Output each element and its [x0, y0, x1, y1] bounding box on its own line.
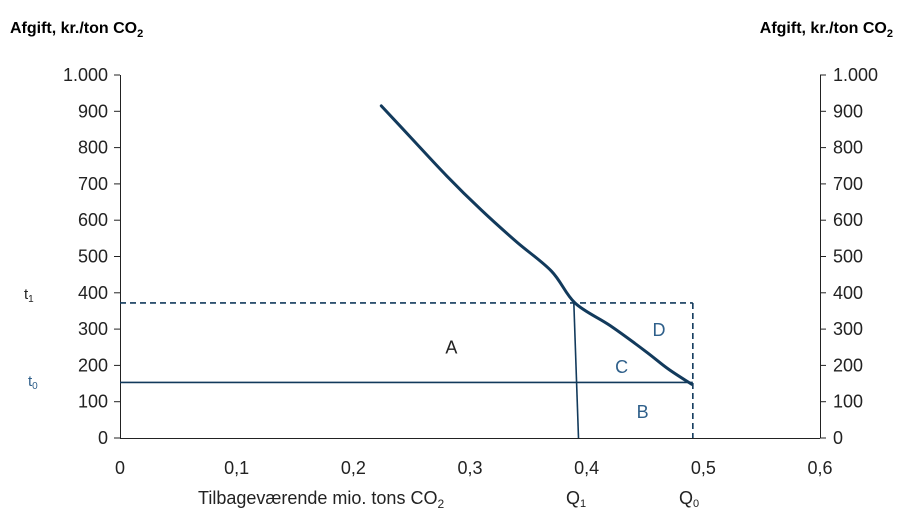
x-tick-label: 0,3 — [457, 458, 482, 478]
right-y-tick-label: 800 — [833, 138, 863, 158]
left-y-tick-label: 500 — [78, 247, 108, 267]
q0-label: Q0 — [679, 488, 699, 510]
x-tick-label: 0,2 — [341, 458, 366, 478]
left-y-ticks: 0 100 200 300 400 500 600 700 800 900 1.000 — [63, 65, 120, 448]
right-y-tick-label: 600 — [833, 210, 863, 230]
x-axis-title: Tilbageværende mio. tons CO2 — [198, 488, 444, 511]
left-y-tick-label: 700 — [78, 174, 108, 194]
right-y-tick-label: 100 — [833, 392, 863, 412]
right-y-tick-label: 400 — [833, 283, 863, 303]
right-axis-unit-label: Afgift, kr./ton CO2 — [760, 20, 893, 40]
x-ticks: 0 0,1 0,2 0,3 0,4 0,5 0,6 — [115, 458, 833, 478]
right-y-tick-label: 700 — [833, 174, 863, 194]
abatement-cost-curve — [379, 104, 694, 386]
left-y-tick-label: 200 — [78, 355, 108, 375]
right-y-tick-label: 300 — [833, 319, 863, 339]
left-axis-unit-label: Afgift, kr./ton CO2 — [10, 20, 143, 40]
left-y-tick-label: 100 — [78, 392, 108, 412]
left-y-tick-label: 0 — [98, 428, 108, 448]
left-y-tick-label: 900 — [78, 101, 108, 121]
left-y-tick-label: 400 — [78, 283, 108, 303]
right-y-tick-label: 200 — [833, 355, 863, 375]
x-tick-label: 0,4 — [574, 458, 599, 478]
left-y-tick-label: 300 — [78, 319, 108, 339]
area-label-b: B — [637, 402, 649, 422]
x-tick-label: 0,5 — [691, 458, 716, 478]
left-y-tick-label: 600 — [78, 210, 108, 230]
area-label-a: A — [445, 337, 457, 357]
right-y-tick-label: 1.000 — [833, 65, 878, 85]
x-tick-label: 0,6 — [807, 458, 832, 478]
area-label-c: C — [615, 357, 628, 377]
q1-label: Q1 — [566, 488, 586, 510]
right-y-ticks: 0 100 200 300 400 500 600 700 800 900 1.000 — [820, 65, 878, 448]
q1-line — [573, 302, 580, 439]
right-y-tick-label: 900 — [833, 101, 863, 121]
x-tick-label: 0,1 — [224, 458, 249, 478]
right-y-tick-label: 500 — [833, 247, 863, 267]
x-tick-label: 0 — [115, 458, 125, 478]
area-label-d: D — [653, 320, 666, 340]
right-y-tick-label: 0 — [833, 428, 843, 448]
left-y-tick-label: 1.000 — [63, 65, 108, 85]
t1-label: t1 — [24, 286, 34, 305]
t0-label: t0 — [28, 373, 38, 392]
left-y-tick-label: 800 — [78, 138, 108, 158]
